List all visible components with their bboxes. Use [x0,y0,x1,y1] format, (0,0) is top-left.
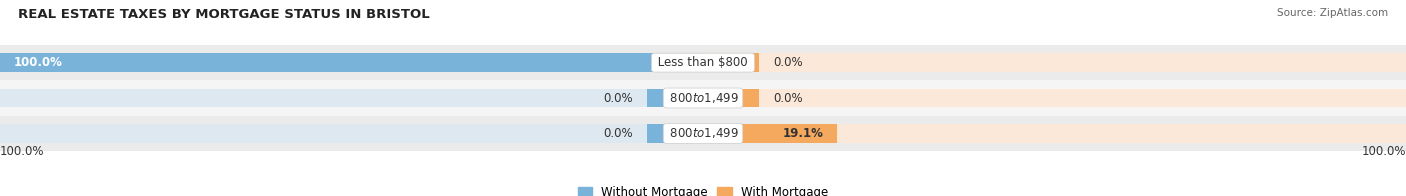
Legend: Without Mortgage, With Mortgage: Without Mortgage, With Mortgage [574,182,832,196]
Text: Source: ZipAtlas.com: Source: ZipAtlas.com [1277,8,1388,18]
Text: 0.0%: 0.0% [603,92,633,104]
Text: 0.0%: 0.0% [773,56,803,69]
Bar [703,53,1406,72]
Bar [0,53,703,72]
Text: 100.0%: 100.0% [0,145,45,158]
Bar [0,45,1406,80]
Bar [703,124,1406,143]
Bar [0,80,1406,116]
Bar [647,89,703,107]
Text: 0.0%: 0.0% [603,127,633,140]
Bar [703,124,838,143]
Text: $800 to $1,499: $800 to $1,499 [666,126,740,140]
Bar [0,53,703,72]
Bar [0,116,1406,151]
Text: Less than $800: Less than $800 [654,56,752,69]
Text: 100.0%: 100.0% [1361,145,1406,158]
Bar [703,53,759,72]
Text: $800 to $1,499: $800 to $1,499 [666,91,740,105]
Text: 0.0%: 0.0% [773,92,803,104]
Bar [647,124,703,143]
Bar [703,89,1406,107]
Bar [703,89,759,107]
Bar [0,124,703,143]
Text: 19.1%: 19.1% [782,127,824,140]
Text: REAL ESTATE TAXES BY MORTGAGE STATUS IN BRISTOL: REAL ESTATE TAXES BY MORTGAGE STATUS IN … [18,8,430,21]
Text: 100.0%: 100.0% [14,56,63,69]
Bar [0,89,703,107]
